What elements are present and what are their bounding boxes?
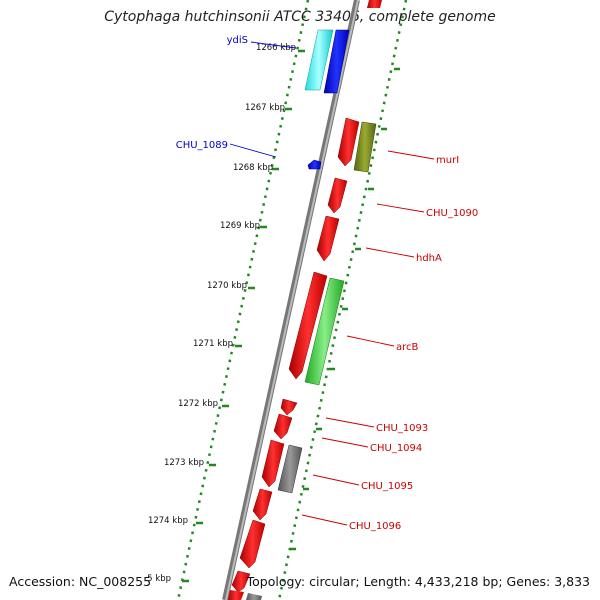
gene-chu1090[interactable]: [327, 177, 348, 214]
gene-label-hdhA[interactable]: hdhA: [416, 253, 442, 264]
forward-strand-genes: [228, 117, 377, 600]
gene-gray-bottom[interactable]: [246, 593, 262, 600]
map-title: Cytophaga hutchinsonii ATCC 33406, compl…: [104, 9, 496, 25]
gene-chu1096-b[interactable]: [239, 519, 266, 569]
gene-label-chu1094[interactable]: CHU_1094: [370, 443, 422, 454]
gene-label-ydiS[interactable]: ydiS: [227, 35, 248, 46]
scale-label: 1272 kbp: [178, 399, 218, 409]
gene-arcB[interactable]: [288, 271, 328, 380]
gene-label-chu1090[interactable]: CHU_1090: [426, 208, 478, 219]
gene-chu1089[interactable]: [307, 159, 322, 170]
gene-murI[interactable]: [337, 117, 360, 167]
scale-label: 1270 kbp: [207, 281, 247, 291]
gene-red-bottom-a[interactable]: [231, 570, 251, 593]
gene-arcB-green[interactable]: [304, 277, 345, 386]
topology-text: Topology: circular; Length: 4,433,218 bp…: [246, 574, 590, 589]
gene-label-chu1093[interactable]: CHU_1093: [376, 423, 428, 434]
gene-label-murI[interactable]: murI: [436, 155, 459, 166]
reverse-strand-genes: [304, 0, 382, 170]
scale-labels: 1266 kbp 1267 kbp 1268 kbp 1269 kbp 1270…: [147, 43, 296, 584]
gene-labels: ydiS CHU_1089 murI CHU_1090 hdhA arcB CH…: [176, 35, 479, 532]
scale-label: 1271 kbp: [193, 339, 233, 349]
gene-chu1096-a[interactable]: [252, 488, 273, 521]
gene-murI-olive[interactable]: [353, 121, 377, 173]
scale-label: 1274 kbp: [148, 516, 188, 526]
gene-label-chu1089[interactable]: CHU_1089: [176, 140, 228, 151]
gene-label-arcB[interactable]: arcB: [396, 342, 419, 353]
gene-chu1093[interactable]: [280, 398, 298, 416]
gene-chu1095[interactable]: [261, 439, 285, 488]
gene-chu1095-gray[interactable]: [277, 444, 303, 494]
label-leaders: [229, 41, 435, 526]
backbone-highlight: [225, 0, 359, 600]
gene-ydiS-blue[interactable]: [323, 29, 350, 94]
outer-dotted-ring: [277, 0, 408, 600]
scale-ticks: [182, 49, 305, 583]
gene-red-bottom-b[interactable]: [228, 590, 244, 600]
gene-red-top[interactable]: [367, 0, 382, 8]
scale-label: 1273 kbp: [164, 458, 204, 468]
gene-hdhA[interactable]: [316, 215, 340, 262]
scale-label: 5 kbp: [147, 574, 171, 584]
outer-ring-ticks: [290, 67, 400, 551]
accession-text: Accession: NC_008255: [9, 574, 152, 589]
gene-label-chu1096[interactable]: CHU_1096: [349, 521, 401, 532]
scale-label: 1266 kbp: [256, 43, 296, 53]
scale-label: 1267 kbp: [245, 103, 285, 113]
scale-label: 1269 kbp: [220, 221, 260, 231]
gene-label-chu1095[interactable]: CHU_1095: [361, 481, 413, 492]
gene-ydiS-cyan[interactable]: [304, 29, 334, 91]
gene-chu1094[interactable]: [273, 413, 293, 440]
scale-label: 1268 kbp: [233, 163, 273, 173]
